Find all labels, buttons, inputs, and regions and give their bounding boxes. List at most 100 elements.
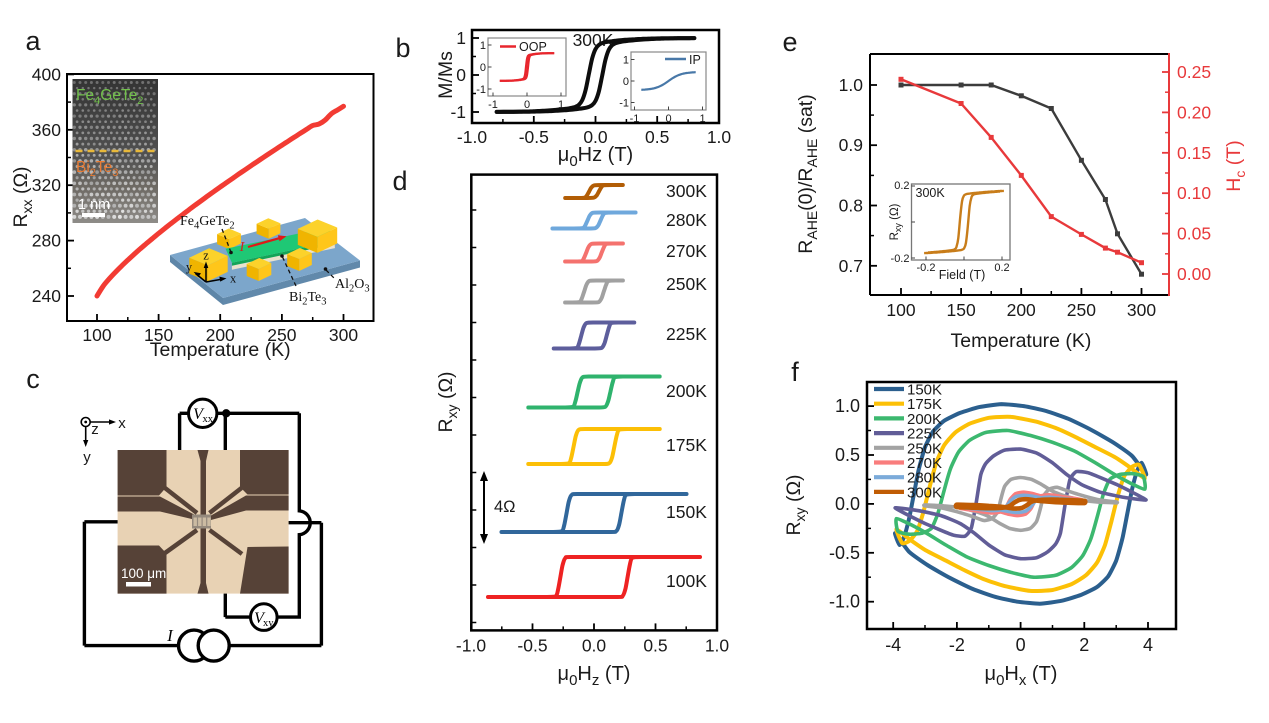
svg-text:100: 100	[82, 325, 111, 345]
svg-text:Rxy (Ω): Rxy (Ω)	[889, 203, 903, 240]
svg-text:1 nm: 1 nm	[78, 197, 110, 213]
svg-text:V: V	[254, 610, 266, 627]
svg-text:150: 150	[144, 325, 173, 345]
svg-text:I: I	[166, 626, 174, 645]
svg-text:Hc (T): Hc (T)	[1223, 140, 1248, 191]
svg-text:1.0: 1.0	[835, 396, 860, 416]
svg-text:300K: 300K	[916, 186, 946, 200]
svg-text:Bi2Te3: Bi2Te3	[289, 290, 327, 308]
svg-text:1: 1	[623, 55, 629, 67]
svg-text:xy: xy	[263, 618, 274, 629]
svg-text:150K: 150K	[907, 382, 942, 399]
svg-text:M/Ms: M/Ms	[435, 51, 457, 99]
svg-text:0.5: 0.5	[835, 445, 860, 465]
svg-text:200: 200	[206, 325, 235, 345]
svg-text:280K: 280K	[907, 470, 942, 487]
svg-text:f: f	[791, 357, 799, 387]
svg-text:x: x	[230, 272, 237, 286]
svg-text:-0.2: -0.2	[917, 262, 936, 274]
svg-text:200K: 200K	[666, 381, 707, 401]
svg-text:0.5: 0.5	[643, 635, 667, 655]
svg-text:-1: -1	[450, 102, 466, 122]
svg-text:d: d	[392, 166, 407, 196]
svg-text:1: 1	[558, 99, 564, 111]
svg-text:0: 0	[456, 65, 466, 85]
svg-text:300K: 300K	[666, 181, 707, 201]
svg-text:1: 1	[480, 40, 486, 52]
svg-text:Fe4GeTe2: Fe4GeTe2	[76, 87, 143, 107]
svg-text:e: e	[782, 27, 797, 57]
svg-text:0: 0	[480, 62, 486, 74]
svg-text:Field (T): Field (T)	[939, 268, 986, 282]
svg-text:300: 300	[1127, 300, 1156, 320]
svg-text:-1: -1	[476, 84, 486, 96]
svg-text:400: 400	[32, 64, 61, 84]
svg-text:0: 0	[1016, 635, 1026, 655]
svg-text:I: I	[239, 240, 246, 255]
svg-text:OOP: OOP	[519, 40, 547, 54]
svg-text:100 μm: 100 μm	[121, 566, 166, 581]
svg-text:280: 280	[32, 231, 61, 251]
svg-text:200K: 200K	[907, 411, 942, 428]
svg-text:Rxy (Ω): Rxy (Ω)	[783, 474, 808, 535]
svg-text:0.5: 0.5	[645, 127, 669, 147]
svg-text:150: 150	[946, 300, 975, 320]
svg-text:0: 0	[623, 76, 629, 88]
svg-text:1.0: 1.0	[705, 635, 730, 655]
svg-text:300K: 300K	[907, 484, 942, 501]
svg-text:-1: -1	[619, 98, 629, 110]
svg-text:-0.2: -0.2	[891, 253, 910, 265]
svg-text:320: 320	[32, 175, 61, 195]
svg-text:250K: 250K	[666, 274, 707, 294]
svg-text:1.0: 1.0	[839, 75, 864, 95]
svg-text:Bi2Te3: Bi2Te3	[76, 159, 118, 179]
svg-text:Temperature (K): Temperature (K)	[951, 330, 1092, 352]
svg-text:240: 240	[32, 286, 61, 306]
svg-text:270K: 270K	[666, 241, 707, 261]
svg-text:IP: IP	[689, 53, 701, 67]
svg-text:1: 1	[456, 28, 466, 48]
svg-text:0.0: 0.0	[835, 494, 860, 514]
svg-text:1.0: 1.0	[707, 127, 732, 147]
svg-text:0.7: 0.7	[839, 256, 863, 276]
svg-text:225K: 225K	[666, 324, 707, 344]
svg-text:-0.5: -0.5	[519, 127, 549, 147]
svg-text:0.10: 0.10	[1177, 183, 1211, 203]
svg-text:μ0Hz (T): μ0Hz (T)	[558, 144, 633, 170]
svg-text:z: z	[91, 421, 99, 438]
svg-text:0.05: 0.05	[1177, 224, 1211, 244]
svg-text:0.00: 0.00	[1177, 264, 1211, 284]
svg-text:300K: 300K	[573, 30, 614, 50]
svg-text:100: 100	[886, 300, 915, 320]
svg-text:2: 2	[1079, 635, 1089, 655]
svg-text:225K: 225K	[907, 426, 942, 443]
svg-text:0.9: 0.9	[839, 135, 863, 155]
svg-text:0.8: 0.8	[839, 196, 863, 216]
svg-text:Al2O3: Al2O3	[335, 277, 370, 295]
svg-text:1: 1	[699, 113, 705, 125]
svg-text:4Ω: 4Ω	[494, 498, 516, 516]
svg-text:-1.0: -1.0	[457, 127, 487, 147]
svg-text:250: 250	[267, 325, 296, 345]
svg-text:0.2: 0.2	[894, 180, 909, 192]
svg-text:270K: 270K	[907, 455, 942, 472]
svg-text:175K: 175K	[666, 435, 707, 455]
svg-text:280K: 280K	[666, 210, 707, 230]
svg-text:0: 0	[665, 113, 671, 125]
svg-text:RAHE(0)/RAHE (sat): RAHE(0)/RAHE (sat)	[795, 94, 820, 253]
svg-text:y: y	[83, 449, 91, 466]
svg-text:4: 4	[1143, 635, 1153, 655]
svg-text:300: 300	[329, 325, 358, 345]
svg-text:250K: 250K	[907, 440, 942, 457]
svg-text:0.25: 0.25	[1177, 62, 1211, 82]
svg-text:-1.0: -1.0	[829, 592, 860, 612]
svg-text:Rxy (Ω): Rxy (Ω)	[435, 371, 460, 432]
svg-text:0.0: 0.0	[582, 635, 607, 655]
svg-text:V: V	[193, 406, 205, 423]
svg-text:Temperature (K): Temperature (K)	[150, 339, 291, 361]
svg-text:a: a	[25, 26, 41, 56]
svg-text:z: z	[203, 249, 209, 263]
svg-text:-4: -4	[885, 635, 901, 655]
svg-text:0: 0	[524, 99, 530, 111]
svg-text:-1: -1	[488, 99, 498, 111]
